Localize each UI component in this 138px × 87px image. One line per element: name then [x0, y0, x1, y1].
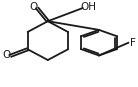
Text: O: O	[29, 2, 37, 12]
Text: O: O	[2, 50, 10, 60]
Text: F: F	[130, 38, 136, 48]
Text: OH: OH	[81, 2, 97, 12]
